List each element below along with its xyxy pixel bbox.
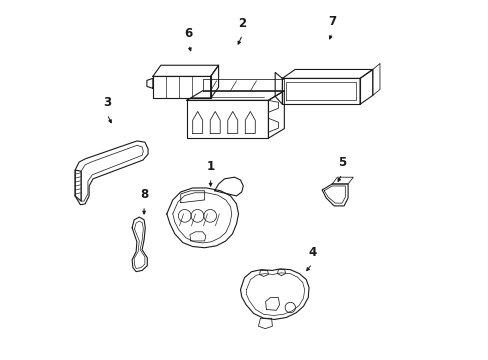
Text: 2: 2	[238, 17, 246, 30]
Text: 1: 1	[206, 160, 214, 173]
Text: 4: 4	[307, 246, 316, 259]
Text: 5: 5	[337, 156, 346, 169]
Text: 6: 6	[184, 27, 192, 40]
Text: 3: 3	[103, 96, 111, 109]
Text: 8: 8	[140, 188, 148, 201]
Text: 7: 7	[327, 15, 336, 28]
